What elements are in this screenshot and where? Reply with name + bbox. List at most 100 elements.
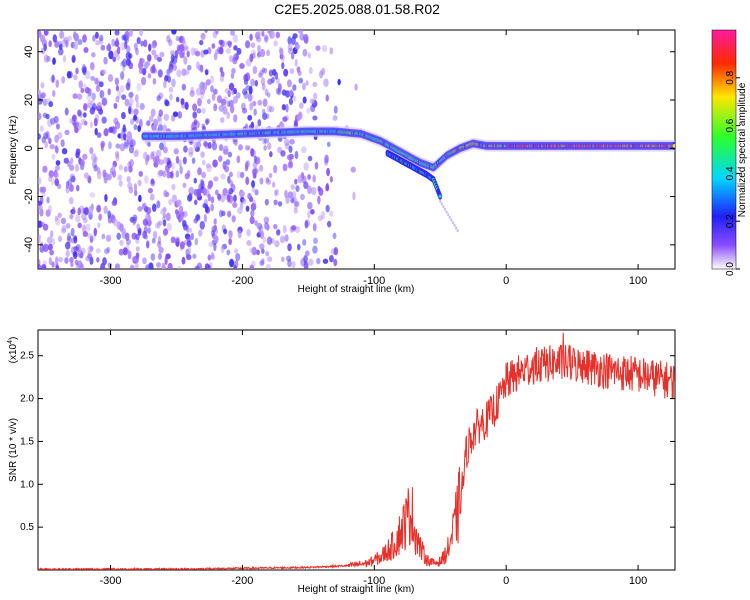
heatmap-cell <box>114 30 120 36</box>
heatmap-cell <box>133 42 138 51</box>
heatmap-cell <box>182 156 187 165</box>
heatmap-xtick-label: -100 <box>363 275 385 287</box>
heatmap-cell <box>229 55 234 63</box>
heatmap-cell <box>246 228 251 237</box>
heatmap-cell <box>103 205 108 215</box>
heatmap-cell <box>244 40 251 49</box>
heatmap-cell <box>333 105 338 114</box>
heatmap-cell <box>197 167 202 176</box>
heatmap-cell <box>151 150 156 157</box>
heatmap-cell <box>42 112 48 119</box>
heatmap-cell <box>84 172 89 179</box>
heatmap-cell <box>69 184 74 192</box>
heatmap-cell <box>164 99 170 107</box>
heatmap-cell <box>269 151 273 158</box>
heatmap-cell <box>179 165 183 175</box>
heatmap-cell <box>205 119 209 126</box>
heatmap-cell <box>120 227 126 234</box>
heatmap-cell <box>310 187 317 196</box>
heatmap-cell <box>135 252 140 260</box>
heatmap-cell <box>138 119 143 128</box>
heatmap-cell <box>289 138 295 145</box>
colorbar-tick-label: 0.0 <box>725 262 736 276</box>
heatmap-xtick-label: 0 <box>503 275 509 287</box>
heatmap-cell <box>164 256 168 266</box>
heatmap-cell <box>104 248 110 255</box>
heatmap-cell <box>101 97 108 106</box>
heatmap-cell <box>83 83 88 92</box>
heatmap-cell <box>187 246 192 256</box>
heatmap-cell <box>64 129 70 136</box>
heatmap-cell <box>140 67 147 75</box>
heatmap-cell <box>266 256 273 263</box>
heatmap-cell <box>167 262 173 269</box>
heatmap-cell <box>266 177 270 183</box>
heatmap-cell <box>287 191 294 199</box>
heatmap-cell <box>113 117 119 125</box>
heatmap-cell <box>232 95 238 104</box>
heatmap-cell <box>135 101 140 109</box>
heatmap-cell <box>115 95 120 103</box>
colorbar-ticks: 0.0 0.2 0.4 0.6 0.8 <box>725 70 740 276</box>
heatmap-cell <box>111 199 118 207</box>
heatmap-cell <box>233 45 238 51</box>
heatmap-cell <box>87 233 92 239</box>
heatmap-cell <box>285 90 291 98</box>
heatmap-cell <box>48 205 52 214</box>
heatmap-cell <box>43 30 49 36</box>
heatmap-cell <box>100 90 105 98</box>
heatmap-cell <box>95 248 101 254</box>
heatmap-cell <box>82 34 87 43</box>
heatmap-cell <box>203 213 208 223</box>
heatmap-cell <box>312 115 318 121</box>
heatmap-cell <box>443 207 446 211</box>
heatmap-cell <box>93 156 98 162</box>
heatmap-cell <box>196 188 202 197</box>
heatmap-cell <box>150 108 156 117</box>
heatmap-cell <box>156 200 161 209</box>
heatmap-cell <box>204 30 208 33</box>
heatmap-cell <box>213 103 218 112</box>
heatmap-cell <box>224 165 230 173</box>
heatmap-cell <box>309 98 315 104</box>
heatmap-cell <box>52 57 56 65</box>
heatmap-cell <box>303 261 309 269</box>
heatmap-cell <box>41 264 47 269</box>
colorbar-label: Normalized spectral amplitude <box>737 82 748 217</box>
heatmap-cell <box>279 47 284 56</box>
heatmap-cell <box>254 189 259 196</box>
heatmap-cell <box>55 256 59 265</box>
heatmap-cell <box>324 158 329 166</box>
heatmap-cell <box>290 184 295 191</box>
heatmap-cell <box>157 56 163 63</box>
heatmap-cell <box>194 265 200 269</box>
heatmap-cell <box>256 249 260 256</box>
heatmap-cell <box>151 237 156 244</box>
heatmap-cell <box>266 92 271 98</box>
heatmap-cell <box>250 209 255 217</box>
heatmap-cell <box>95 84 101 93</box>
heatmap-cell <box>181 36 186 45</box>
heatmap-cell <box>85 223 91 232</box>
heatmap-cell <box>213 235 219 244</box>
heatmap-cell <box>150 179 156 187</box>
heatmap-cell <box>235 253 241 262</box>
heatmap-cell <box>75 214 81 223</box>
heatmap-cell <box>156 261 161 268</box>
heatmap-cell <box>218 46 224 55</box>
heatmap-cell <box>166 171 171 179</box>
heatmap-cell <box>178 205 184 213</box>
heatmap-cell <box>42 165 48 173</box>
heatmap-cell <box>184 101 189 110</box>
heatmap-cell <box>210 196 215 204</box>
heatmap-cell <box>307 185 312 195</box>
heatmap-cell <box>165 212 171 222</box>
heatmap-cell <box>70 175 76 183</box>
heatmap-cell <box>55 160 61 166</box>
heatmap-cell <box>142 202 147 208</box>
heatmap-cell <box>287 42 293 51</box>
heatmap-cell <box>38 89 41 96</box>
heatmap-cells <box>38 30 675 269</box>
heatmap-cell <box>150 151 154 159</box>
heatmap-cell <box>152 230 158 239</box>
